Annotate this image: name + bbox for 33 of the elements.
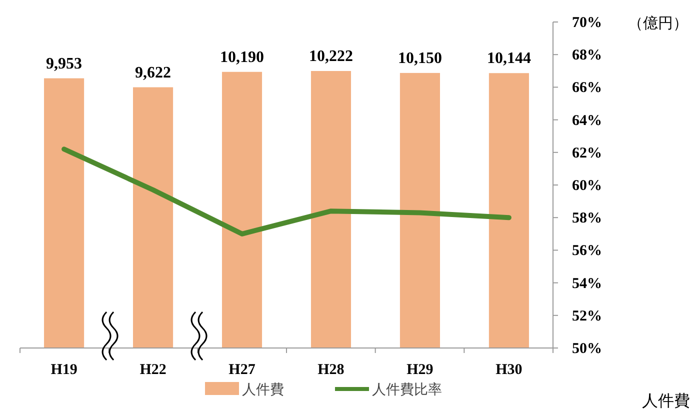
bar [310, 71, 352, 348]
data-label: 10,222 [308, 48, 353, 65]
y2-tick-label: 60% [572, 178, 602, 194]
y-axis-title: （億円） [628, 14, 688, 32]
y2-tick-label: 68% [572, 48, 602, 64]
x-tick-label: H19 [50, 362, 78, 378]
y2-tick-label: 70% [572, 15, 602, 31]
data-label: 10,190 [220, 48, 264, 66]
y2-tick-label: 64% [572, 112, 602, 129]
x-tick-label: H30 [496, 362, 522, 378]
y2-tick-label: 50% [572, 341, 602, 357]
y2-tick-label: 58% [572, 210, 602, 227]
data-label: 9,953 [46, 55, 82, 72]
bar [222, 72, 262, 348]
legend-label: 人件費比率 [372, 382, 442, 398]
x-tick-label: H29 [406, 362, 434, 378]
bar [133, 87, 174, 348]
y2-tick-label: 62% [572, 145, 602, 162]
x-tick-label: H22 [140, 362, 166, 378]
data-label: 10,144 [486, 50, 531, 68]
legend-label: 人件費 [242, 382, 284, 398]
y2-tick-label: 66% [572, 80, 602, 96]
data-label: 10,150 [398, 50, 442, 67]
data-label: 9,622 [135, 64, 172, 82]
text: 人件費 [642, 391, 690, 410]
y2-tick-label: 52% [572, 308, 602, 324]
y2-tick-label: 56% [572, 243, 602, 260]
y2-tick-label: 54% [572, 276, 602, 292]
x-tick-label: H28 [318, 362, 344, 378]
bar [400, 72, 440, 348]
bar [44, 78, 84, 348]
x-tick-label: H27 [228, 362, 256, 378]
bar [488, 73, 529, 348]
